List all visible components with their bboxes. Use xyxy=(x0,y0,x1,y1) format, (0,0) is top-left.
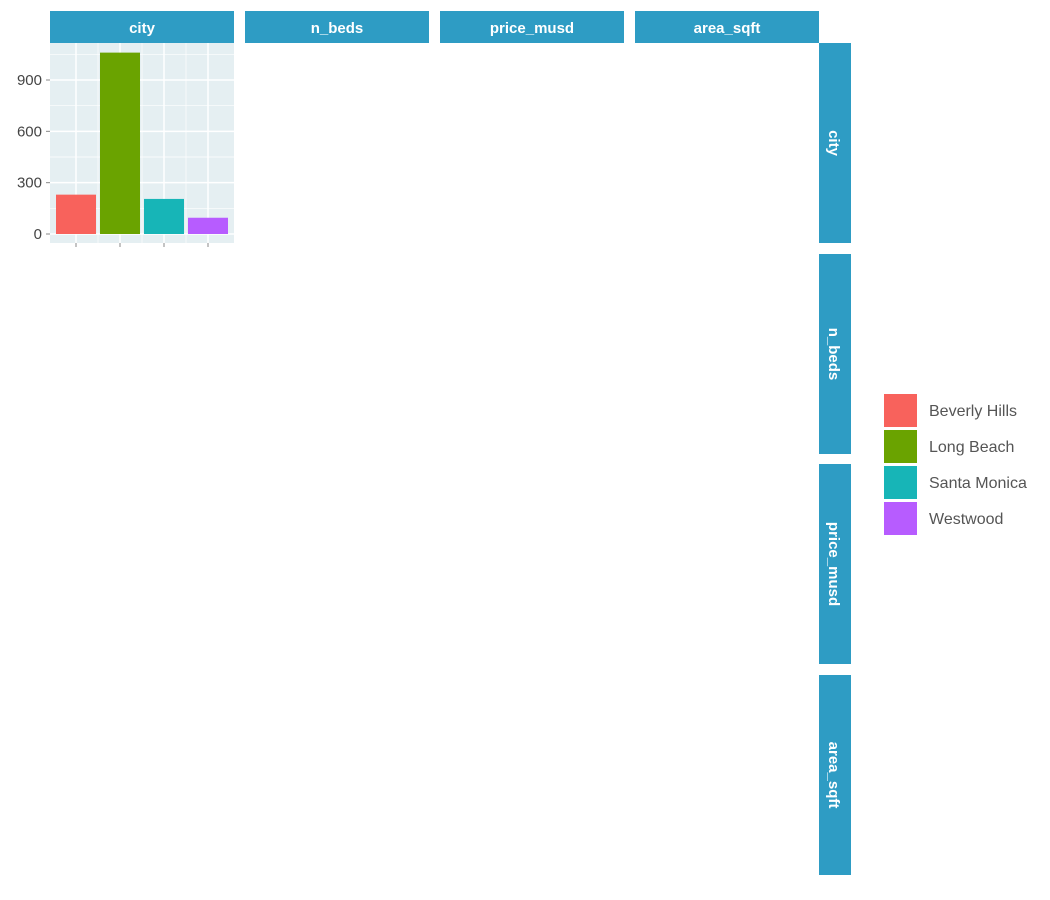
legend-label-long-beach: Long Beach xyxy=(929,439,1014,456)
top-strip-price-musd xyxy=(440,11,624,43)
top-strip-city-label: city xyxy=(129,20,156,37)
bar-beverly-hills xyxy=(56,194,96,234)
bar-long-beach xyxy=(100,52,140,234)
y-tick-label-300: 300 xyxy=(17,175,42,192)
right-strip-n-beds xyxy=(819,254,851,454)
top-strip-area-sqft-label: area_sqft xyxy=(694,20,761,37)
right-strip-city xyxy=(819,43,851,243)
top-strips: city n_beds price_musd area_sqft xyxy=(50,11,819,43)
right-strips: city n_beds price_musd area_sqft xyxy=(819,43,851,875)
right-strip-price-musd-label: price_musd xyxy=(825,522,842,606)
y-tick-label-0: 0 xyxy=(34,226,42,243)
legend-key-santa-monica xyxy=(884,466,917,499)
legend-key-beverly-hills xyxy=(884,394,917,427)
legend-label-beverly-hills: Beverly Hills xyxy=(929,403,1017,420)
bar-series xyxy=(56,52,228,234)
legend-label-westwood: Westwood xyxy=(929,511,1003,528)
legend-label-santa-monica: Santa Monica xyxy=(929,475,1027,492)
bar-santa-monica xyxy=(144,198,184,234)
legend-key-westwood xyxy=(884,502,917,535)
right-strip-city-label: city xyxy=(825,130,842,157)
top-strip-n-beds xyxy=(245,11,429,43)
y-tick-label-900: 900 xyxy=(17,72,42,89)
top-strip-price-musd-label: price_musd xyxy=(490,20,574,37)
panel-city-city: 0 300 600 900 xyxy=(17,43,234,247)
right-strip-n-beds-label: n_beds xyxy=(825,328,842,381)
y-tick-label-600: 600 xyxy=(17,123,42,140)
bar-westwood xyxy=(188,217,228,234)
top-strip-city xyxy=(50,11,234,43)
y-axis: 0 300 600 900 xyxy=(17,72,50,243)
right-strip-area-sqft-label: area_sqft xyxy=(825,742,842,809)
right-strip-price-musd xyxy=(819,464,851,664)
x-axis-ticks xyxy=(75,243,209,247)
top-strip-area-sqft xyxy=(635,11,819,43)
legend-key-long-beach xyxy=(884,430,917,463)
top-strip-n-beds-label: n_beds xyxy=(311,20,364,37)
right-strip-area-sqft xyxy=(819,675,851,875)
legend: Beverly Hills Long Beach Santa Monica Westw… xyxy=(884,394,1027,535)
